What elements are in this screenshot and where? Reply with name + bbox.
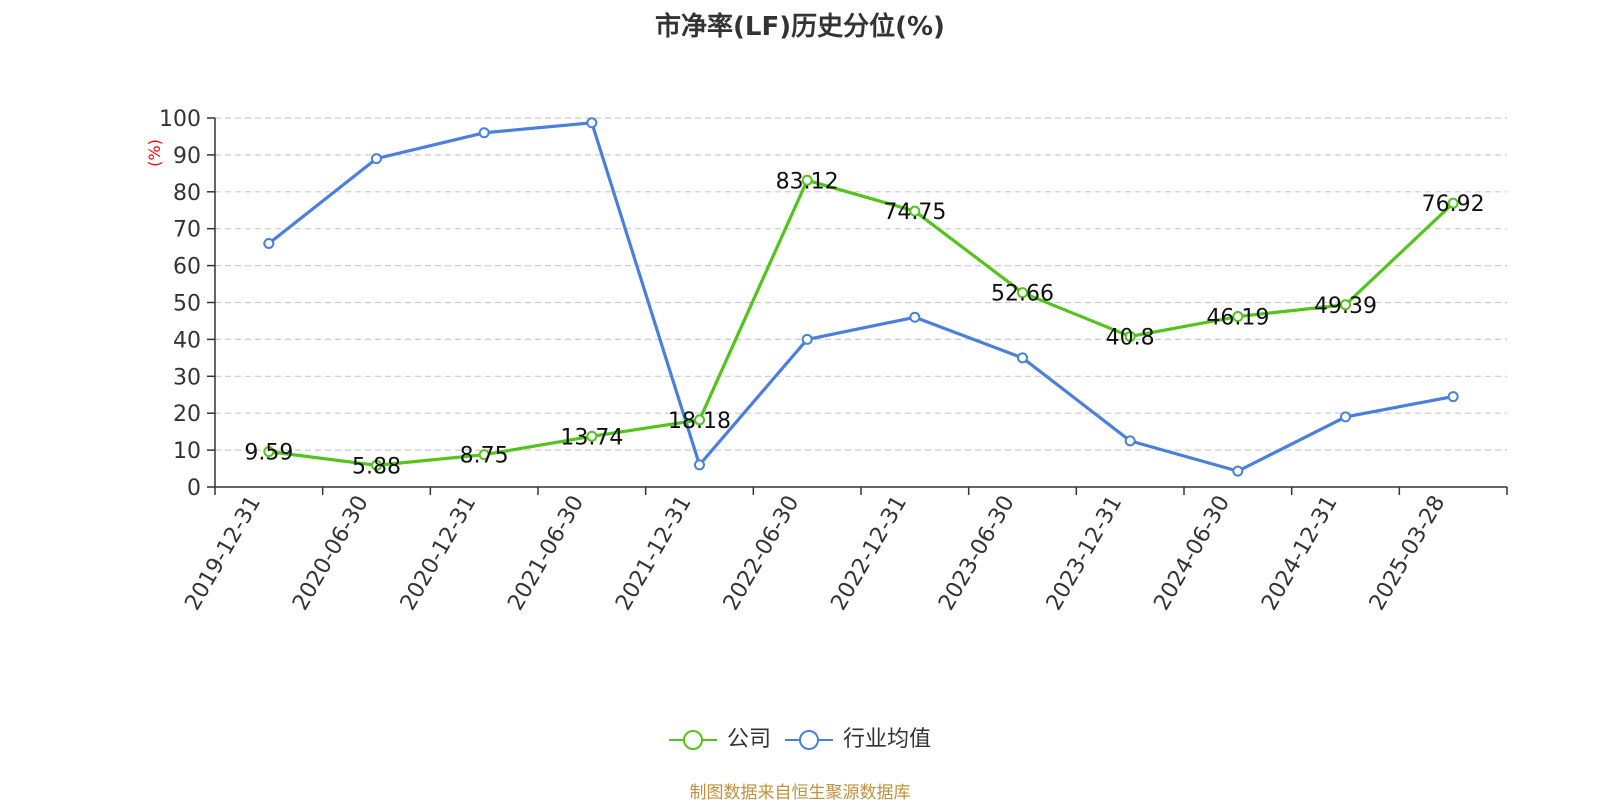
x-tick-label: 2025-03-28 xyxy=(1365,492,1451,615)
x-tick-label: 2021-06-30 xyxy=(503,492,589,615)
data-label: 18.18 xyxy=(668,409,731,434)
y-axis-label: (%) xyxy=(145,139,164,167)
data-point xyxy=(1017,352,1028,364)
grid-lines xyxy=(215,117,1507,451)
x-tick-label: 2024-06-30 xyxy=(1149,492,1235,615)
data-point xyxy=(1232,465,1244,477)
data-label: 74.75 xyxy=(883,200,946,225)
data-point xyxy=(1340,299,1351,311)
data-point xyxy=(801,174,813,186)
data-label: 52.66 xyxy=(991,282,1054,307)
data-label: 9.59 xyxy=(244,441,293,466)
y-tick-label: 100 xyxy=(159,107,201,132)
data-point xyxy=(694,459,705,471)
series-line xyxy=(267,121,1454,473)
data-point xyxy=(801,333,813,345)
data-point xyxy=(371,459,382,471)
y-tick-label: 10 xyxy=(173,439,201,464)
x-tick-label: 2020-06-30 xyxy=(288,492,374,615)
y-tick-label: 0 xyxy=(187,476,201,501)
legend-item-industry-average[interactable]: 行业均值 xyxy=(785,728,931,752)
chart-title: 市净率(LF)历史分位(%) xyxy=(655,12,945,42)
x-tick-label: 2019-12-31 xyxy=(180,492,266,615)
series-line xyxy=(268,178,1455,467)
legend-company-icon xyxy=(668,730,717,750)
x-tick-label: 2020-12-31 xyxy=(396,491,482,614)
y-tick-label: 40 xyxy=(173,328,201,353)
data-label: 46.19 xyxy=(1206,306,1269,331)
data-point xyxy=(586,430,598,442)
y-tick-label: 70 xyxy=(173,218,201,243)
data-point xyxy=(1447,391,1459,403)
data-point xyxy=(586,117,598,129)
data-label: 13.74 xyxy=(560,425,623,450)
data-point xyxy=(1447,197,1459,209)
y-tick-label: 60 xyxy=(173,255,201,280)
series-lines xyxy=(263,117,1459,477)
x-tick-label: 2024-12-31 xyxy=(1257,492,1343,615)
data-point xyxy=(1232,311,1244,323)
data-label: 5.88 xyxy=(352,454,401,479)
legend-label-company: 公司 xyxy=(726,727,771,752)
data-label: 83.12 xyxy=(776,169,839,194)
x-tick-label: 2023-12-31 xyxy=(1042,492,1128,615)
data-label: 49.39 xyxy=(1314,294,1377,319)
data-point xyxy=(694,414,705,426)
y-tick-label: 30 xyxy=(173,365,201,390)
data-point xyxy=(1124,435,1136,447)
legend-label-industry-average: 行业均值 xyxy=(843,727,932,752)
legend-item-company[interactable]: 公司 xyxy=(668,727,771,752)
x-tick-label: 2023-06-30 xyxy=(934,492,1020,615)
data-point xyxy=(478,449,490,461)
source-note: 制图数据来自恒生聚源数据库 xyxy=(689,783,911,803)
x-tick-label: 2022-06-30 xyxy=(719,492,805,615)
legend-industry-icon xyxy=(785,730,833,750)
y-tick-label: 90 xyxy=(173,144,201,169)
data-point xyxy=(1017,287,1028,299)
data-labels: 9.59 5.88 8.75 13.74 18.18 83.12 74.75 52.66 40.… xyxy=(244,169,1484,479)
data-point xyxy=(263,237,275,249)
data-point xyxy=(371,153,382,165)
data-label: 40.8 xyxy=(1106,325,1155,350)
y-tick-label: 50 xyxy=(173,292,201,317)
y-tick-label: 80 xyxy=(173,181,201,206)
data-label: 8.75 xyxy=(460,444,509,469)
x-tick-label: 2022-12-31 xyxy=(826,491,912,614)
data-label: 76.92 xyxy=(1422,192,1485,217)
data-point xyxy=(909,205,921,217)
data-point xyxy=(1124,330,1136,342)
x-tick-label: 2021-12-31 xyxy=(611,492,697,615)
y-tick-label: 20 xyxy=(173,402,201,427)
legend: 公司 行业均值 xyxy=(0,720,1600,760)
data-point xyxy=(909,311,921,323)
data-point xyxy=(263,446,275,458)
data-point xyxy=(478,127,490,139)
data-point xyxy=(1340,411,1351,423)
